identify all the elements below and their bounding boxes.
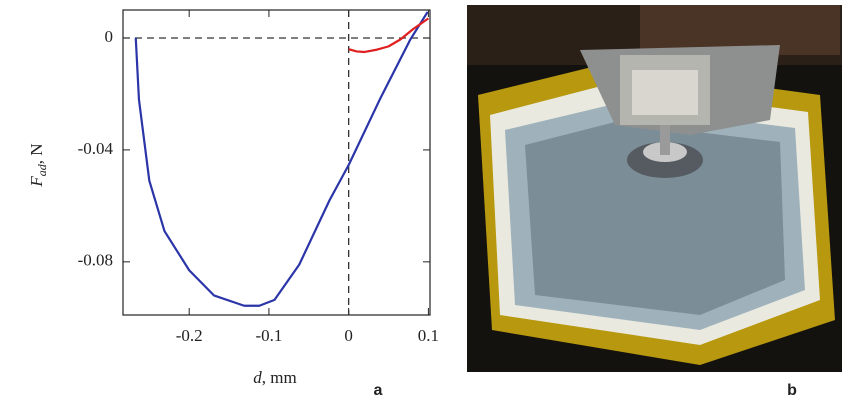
y-tick-label: -0.08 xyxy=(78,251,113,270)
panel-label: b xyxy=(787,382,797,399)
photo xyxy=(467,5,842,372)
y-label-sub: ad xyxy=(35,163,49,176)
y-label-unit: , N xyxy=(27,143,46,164)
x-tick-label: 0 xyxy=(344,326,353,345)
y-tick-label: -0.04 xyxy=(78,139,114,158)
x-label-symbol: d xyxy=(253,368,262,387)
x-tick-label: -0.2 xyxy=(176,326,203,345)
plot-frame xyxy=(122,9,431,316)
y-tick-label: 0 xyxy=(105,27,114,46)
x-axis-label: d, mm xyxy=(253,368,296,387)
x-label-unit: , mm xyxy=(262,368,297,387)
panel-label: a xyxy=(374,382,383,399)
y-label-symbol: F xyxy=(27,176,46,188)
data-line xyxy=(134,11,429,307)
data-line xyxy=(348,17,430,54)
x-tick-label: -0.1 xyxy=(255,326,282,345)
y-axis-label: Fad, N xyxy=(27,143,49,187)
x-tick-label: 0.1 xyxy=(418,326,439,345)
